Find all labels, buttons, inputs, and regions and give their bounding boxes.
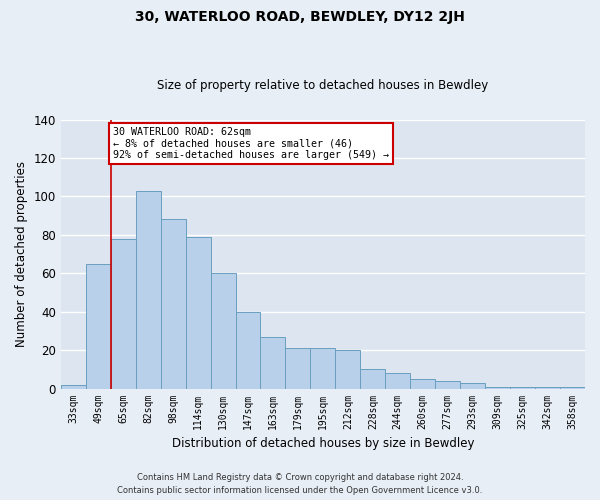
Bar xyxy=(236,312,260,388)
Bar xyxy=(460,383,485,388)
Bar xyxy=(86,264,111,388)
Bar xyxy=(485,386,510,388)
Bar xyxy=(361,370,385,388)
Title: Size of property relative to detached houses in Bewdley: Size of property relative to detached ho… xyxy=(157,79,488,92)
Bar xyxy=(410,379,435,388)
Bar xyxy=(111,238,136,388)
Bar xyxy=(136,190,161,388)
Bar xyxy=(185,237,211,388)
Bar xyxy=(335,350,361,389)
Text: 30 WATERLOO ROAD: 62sqm
← 8% of detached houses are smaller (46)
92% of semi-det: 30 WATERLOO ROAD: 62sqm ← 8% of detached… xyxy=(113,127,389,160)
Bar xyxy=(560,386,585,388)
Bar xyxy=(385,373,410,388)
Text: 30, WATERLOO ROAD, BEWDLEY, DY12 2JH: 30, WATERLOO ROAD, BEWDLEY, DY12 2JH xyxy=(135,10,465,24)
Bar xyxy=(211,274,236,388)
Bar xyxy=(435,381,460,388)
Bar xyxy=(510,386,535,388)
Bar xyxy=(535,386,560,388)
X-axis label: Distribution of detached houses by size in Bewdley: Distribution of detached houses by size … xyxy=(172,437,474,450)
Text: Contains HM Land Registry data © Crown copyright and database right 2024.
Contai: Contains HM Land Registry data © Crown c… xyxy=(118,474,482,495)
Bar xyxy=(260,336,286,388)
Bar xyxy=(161,220,185,388)
Bar xyxy=(61,384,86,388)
Bar xyxy=(310,348,335,389)
Bar xyxy=(286,348,310,389)
Y-axis label: Number of detached properties: Number of detached properties xyxy=(15,161,28,347)
